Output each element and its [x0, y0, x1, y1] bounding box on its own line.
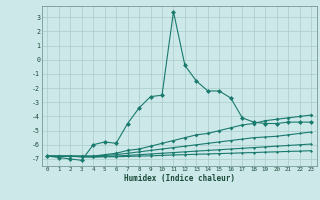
X-axis label: Humidex (Indice chaleur): Humidex (Indice chaleur): [124, 174, 235, 183]
